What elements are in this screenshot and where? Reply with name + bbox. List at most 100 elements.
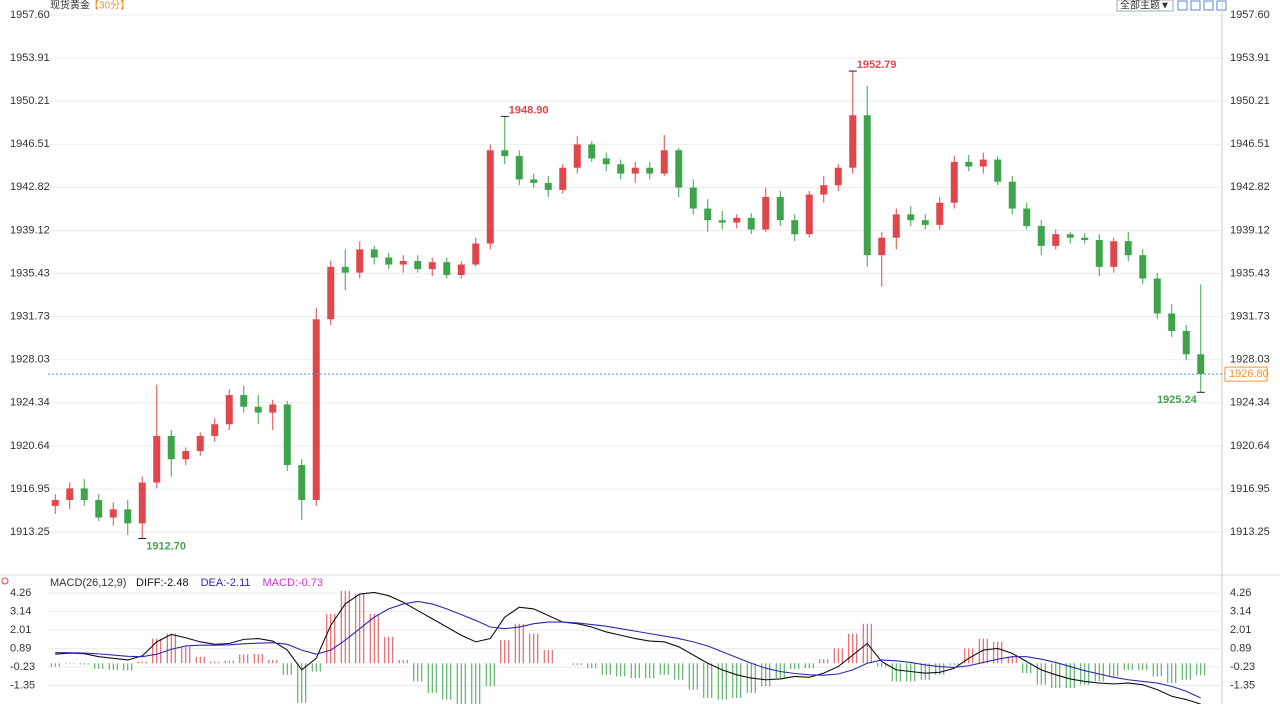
candle-body bbox=[399, 261, 407, 265]
y-tick-label: 1942.82 bbox=[10, 181, 50, 193]
candle-body bbox=[138, 482, 146, 524]
y-tick-label: -0.23 bbox=[10, 661, 35, 673]
icon[interactable] bbox=[1177, 0, 1188, 11]
candle-body bbox=[66, 488, 74, 501]
annotation-label: 1948.90 bbox=[509, 104, 549, 116]
candle-body bbox=[414, 261, 422, 270]
y-tick-label: 1939.12 bbox=[1230, 224, 1270, 236]
candle-body bbox=[994, 159, 1002, 182]
candle-body bbox=[167, 435, 175, 460]
candle-body bbox=[1182, 330, 1190, 355]
theme-button-label[interactable]: 全部主题▼ bbox=[1120, 0, 1170, 12]
candle-body bbox=[965, 161, 973, 167]
y-tick-label: 1913.25 bbox=[1230, 526, 1270, 538]
candle-body bbox=[501, 150, 509, 157]
candle-body bbox=[486, 150, 494, 244]
candle-body bbox=[689, 187, 697, 209]
candle-body bbox=[341, 266, 349, 273]
y-tick-label: 1953.91 bbox=[10, 52, 50, 64]
legend-entry: DIFF:-2.48 bbox=[136, 577, 189, 589]
candle-body bbox=[892, 214, 900, 238]
y-tick-label: 1935.43 bbox=[10, 267, 50, 279]
y-tick-label: 1946.51 bbox=[1230, 138, 1270, 150]
candle-body bbox=[51, 500, 59, 506]
y-tick-label: 1953.91 bbox=[1230, 52, 1270, 64]
y-tick-label: 1931.73 bbox=[10, 311, 50, 323]
y-tick-label: 1924.34 bbox=[1230, 397, 1270, 409]
candle-body bbox=[515, 156, 523, 180]
candle-body bbox=[327, 266, 335, 320]
last-price-label: 1926.80 bbox=[1229, 368, 1269, 380]
y-tick-label: 1920.64 bbox=[10, 440, 50, 452]
chart-title: 现货黄金 bbox=[50, 0, 90, 12]
candle-body bbox=[747, 217, 755, 230]
y-tick-label: 1946.51 bbox=[10, 138, 50, 150]
theme-button[interactable] bbox=[1116, 0, 1174, 12]
candle-body bbox=[1110, 241, 1118, 267]
candle-body bbox=[791, 220, 799, 235]
y-tick-label: 1950.21 bbox=[10, 95, 50, 107]
candle-body bbox=[356, 249, 364, 273]
candle-body bbox=[762, 196, 770, 230]
candle-body bbox=[921, 220, 929, 225]
y-tick-label: 1928.03 bbox=[10, 354, 50, 366]
settings-icon[interactable] bbox=[1, 577, 9, 585]
candle-body bbox=[602, 158, 610, 165]
legend-entry: MACD:-0.73 bbox=[263, 577, 324, 589]
icon[interactable] bbox=[1190, 0, 1201, 11]
candle-body bbox=[312, 319, 320, 501]
y-tick-label: 1913.25 bbox=[10, 526, 50, 538]
candle-body bbox=[269, 404, 277, 413]
candle-body bbox=[573, 144, 581, 168]
y-tick-label: 1916.95 bbox=[10, 483, 50, 495]
y-tick-label: 1924.34 bbox=[10, 397, 50, 409]
candle-body bbox=[979, 159, 987, 167]
candle-body bbox=[298, 465, 306, 501]
y-tick-label: 4.26 bbox=[10, 587, 31, 599]
y-tick-label: 0.89 bbox=[10, 643, 31, 655]
candle-body bbox=[776, 196, 784, 221]
candle-body bbox=[704, 208, 712, 221]
candle-body bbox=[863, 115, 871, 256]
icon[interactable] bbox=[1203, 0, 1214, 11]
y-tick-label: 1920.64 bbox=[1230, 440, 1270, 452]
candle-body bbox=[1052, 234, 1060, 246]
y-tick-label: 1957.60 bbox=[10, 9, 50, 21]
y-tick-label: 1950.21 bbox=[1230, 95, 1270, 107]
candle-body bbox=[1168, 313, 1176, 331]
candle-body bbox=[240, 395, 248, 407]
candle-body bbox=[834, 167, 842, 186]
macd-line bbox=[55, 591, 1201, 704]
candle-body bbox=[109, 509, 117, 518]
candle-body bbox=[472, 243, 480, 265]
macd-line bbox=[55, 600, 1201, 699]
candle-body bbox=[1197, 354, 1205, 375]
candle-body bbox=[254, 406, 262, 413]
candle-body bbox=[443, 262, 451, 276]
candle-body bbox=[225, 395, 233, 425]
y-tick-label: -1.35 bbox=[10, 679, 35, 691]
candle-body bbox=[588, 144, 596, 159]
candle-body bbox=[1124, 241, 1132, 256]
y-tick-label: 3.14 bbox=[10, 605, 31, 617]
candle-body bbox=[936, 202, 944, 225]
candle-body bbox=[559, 167, 567, 190]
candle-body bbox=[1139, 255, 1147, 279]
candle-body bbox=[646, 167, 654, 174]
y-tick-label: 4.26 bbox=[1230, 587, 1251, 599]
y-tick-label: 1931.73 bbox=[1230, 311, 1270, 323]
candle-body bbox=[80, 488, 88, 501]
annotation-label: 1925.24 bbox=[1157, 394, 1198, 406]
candle-body bbox=[182, 451, 190, 460]
y-tick-label: 2.01 bbox=[10, 624, 31, 636]
candle-body bbox=[1008, 181, 1016, 209]
annotation-label: 1952.79 bbox=[857, 59, 897, 71]
y-tick-label: 1942.82 bbox=[1230, 181, 1270, 193]
candle-body bbox=[660, 150, 668, 174]
candle-body bbox=[95, 500, 103, 518]
candle-body bbox=[385, 257, 393, 265]
y-tick-label: 0.89 bbox=[1230, 643, 1251, 655]
annotation-label: 1912.70 bbox=[146, 540, 186, 552]
candle-body bbox=[1153, 278, 1161, 314]
